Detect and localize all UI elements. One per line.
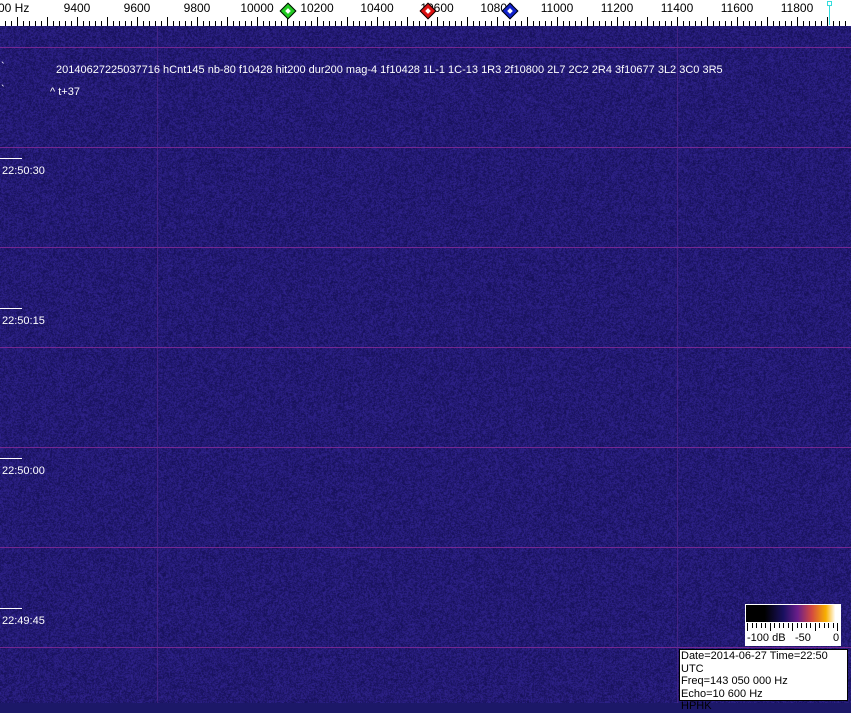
axis-tick <box>707 17 708 26</box>
spectrogram-waterfall: ` ` 20140627225037716 hCnt145 nb-80 f104… <box>0 26 851 703</box>
frequency-label: 10000 <box>240 1 273 15</box>
axis-tick <box>137 17 138 26</box>
colorbar-tick <box>833 623 834 628</box>
axis-tick <box>557 17 558 26</box>
colorbar-tick <box>824 623 825 628</box>
frequency-label: 10400 <box>360 1 393 15</box>
carrier-line <box>157 26 158 703</box>
axis-tick <box>647 17 648 26</box>
colorbar-tick <box>756 623 757 628</box>
date-time: Date=2014-06-27 Time=22:50 UTC <box>681 650 847 675</box>
axis-tick <box>47 17 48 26</box>
time-offset: ^ t+37 <box>50 86 80 98</box>
tick-mark: ` <box>1 84 5 96</box>
event-line: 20140627225037716 hCnt145 nb-80 f10428 h… <box>56 64 723 76</box>
colorbar-tick <box>752 623 753 628</box>
frequency-label: 9800 <box>184 1 211 15</box>
spectrogram-noise <box>0 26 851 703</box>
colorbar-tick <box>806 623 807 628</box>
colorbar-gradient <box>746 605 840 622</box>
colorbar-tick <box>788 623 789 628</box>
green-marker[interactable] <box>279 3 296 20</box>
axis-tick <box>677 17 678 26</box>
info-box: Date=2014-06-27 Time=22:50 UTC Freq=143 … <box>679 649 848 701</box>
frequency-axis[interactable]: 9200 Hz940096009800100001020010400106001… <box>0 0 851 26</box>
colorbar-tick <box>828 623 829 628</box>
axis-tick <box>317 17 318 26</box>
axis-tick <box>77 17 78 26</box>
frequency-label: 11000 <box>541 1 573 15</box>
grid-line <box>0 547 851 548</box>
axis-tick <box>227 17 228 26</box>
axis-tick <box>737 17 738 26</box>
axis-tick <box>377 17 378 26</box>
axis-tick <box>17 17 18 26</box>
colorbar-tick <box>797 623 798 628</box>
axis-tick <box>407 17 408 26</box>
frequency-label: 9200 Hz <box>0 1 29 15</box>
time-label: 22:50:15 <box>2 315 45 327</box>
colorbar-tick <box>765 623 766 628</box>
axis-tick <box>527 17 528 26</box>
grid-line <box>0 147 851 148</box>
axis-tick <box>197 17 198 26</box>
grid-line <box>0 347 851 348</box>
colorbar-tick <box>837 623 838 631</box>
time-label: 22:50:00 <box>2 465 45 477</box>
tick-mark: ` <box>1 61 5 73</box>
colorbar-tick <box>792 623 793 631</box>
axis-tick <box>617 17 618 26</box>
colorbar: -100 dB -50 0 <box>745 604 841 646</box>
frequency-label: 9600 <box>124 1 151 15</box>
frequency-label: 11400 <box>661 1 693 15</box>
carrier-line <box>677 26 678 703</box>
colorbar-tick <box>783 623 784 628</box>
colorbar-tick <box>819 623 820 628</box>
colorbar-tick <box>779 623 780 628</box>
grid-line <box>0 47 851 48</box>
frequency-label: 10200 <box>300 1 333 15</box>
axis-tick <box>797 17 798 26</box>
colorbar-tick <box>810 623 811 628</box>
colorbar-label: -100 dB <box>747 632 786 644</box>
echo-frequency: Echo=10 600 Hz <box>681 688 847 701</box>
axis-tick <box>437 17 438 26</box>
colorbar-label: -50 <box>795 632 811 644</box>
axis-tick <box>167 17 168 26</box>
axis-tick <box>467 17 468 26</box>
colorbar-tick <box>815 623 816 631</box>
axis-tick <box>767 17 768 26</box>
axis-tick <box>587 17 588 26</box>
axis-tick <box>497 17 498 26</box>
colorbar-ticks <box>745 623 841 631</box>
time-label: 22:49:45 <box>2 615 45 627</box>
grid-line <box>0 647 851 648</box>
axis-tick <box>257 17 258 26</box>
colorbar-tick <box>774 623 775 628</box>
colorbar-label: 0 <box>833 632 839 644</box>
colorbar-tick <box>747 623 748 631</box>
cyan-marker[interactable] <box>827 1 832 25</box>
time-label: 22:50:30 <box>2 165 45 177</box>
axis-tick <box>107 17 108 26</box>
colorbar-tick <box>770 623 771 631</box>
grid-line <box>0 447 851 448</box>
colorbar-tick <box>761 623 762 628</box>
frequency-label: 11600 <box>721 1 753 15</box>
station: HPHK <box>681 700 847 713</box>
frequency-label: 11200 <box>601 1 633 15</box>
grid-line <box>0 247 851 248</box>
axis-tick <box>347 17 348 26</box>
frequency-label: 11800 <box>781 1 813 15</box>
colorbar-tick <box>801 623 802 628</box>
frequency: Freq=143 050 000 Hz <box>681 675 847 688</box>
frequency-label: 9400 <box>64 1 91 15</box>
